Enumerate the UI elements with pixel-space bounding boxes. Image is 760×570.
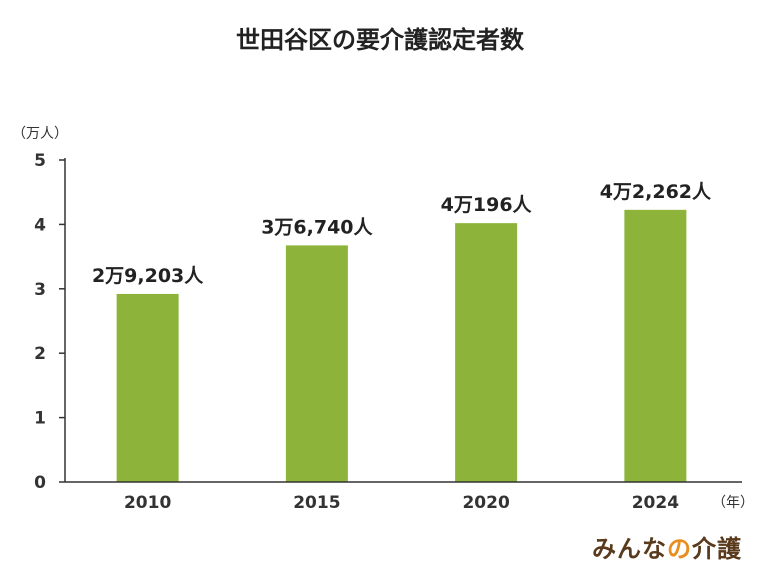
data-label-2015: 3万6,740人 — [261, 216, 373, 238]
x-tick-label-2020: 2020 — [462, 493, 509, 513]
data-label-2020: 4万196人 — [441, 194, 533, 216]
data-label-2024: 4万2,262人 — [600, 181, 712, 203]
x-tick-label-2015: 2015 — [293, 493, 340, 513]
brand-logo: みんなの介護 — [592, 535, 742, 563]
x-tick-label-2010: 2010 — [124, 493, 171, 513]
chart-title: 世田谷区の要介護認定者数 — [236, 26, 525, 54]
y-tick-label-2: 2 — [34, 344, 46, 364]
y-tick-label-4: 4 — [34, 215, 46, 235]
bar-2020 — [455, 223, 518, 482]
y-tick-label-1: 1 — [34, 409, 46, 429]
y-tick-label-0: 0 — [34, 473, 46, 493]
data-label-2010: 2万9,203人 — [92, 265, 204, 287]
x-axis-unit: （年） — [712, 495, 754, 511]
y-axis-unit: （万人） — [12, 126, 68, 142]
bar-2024 — [624, 209, 687, 483]
bar-2015 — [285, 245, 348, 482]
y-tick-label-5: 5 — [34, 151, 46, 171]
y-tick-label-3: 3 — [34, 280, 46, 300]
x-tick-label-2024: 2024 — [632, 493, 679, 513]
bar-2010 — [116, 293, 179, 482]
